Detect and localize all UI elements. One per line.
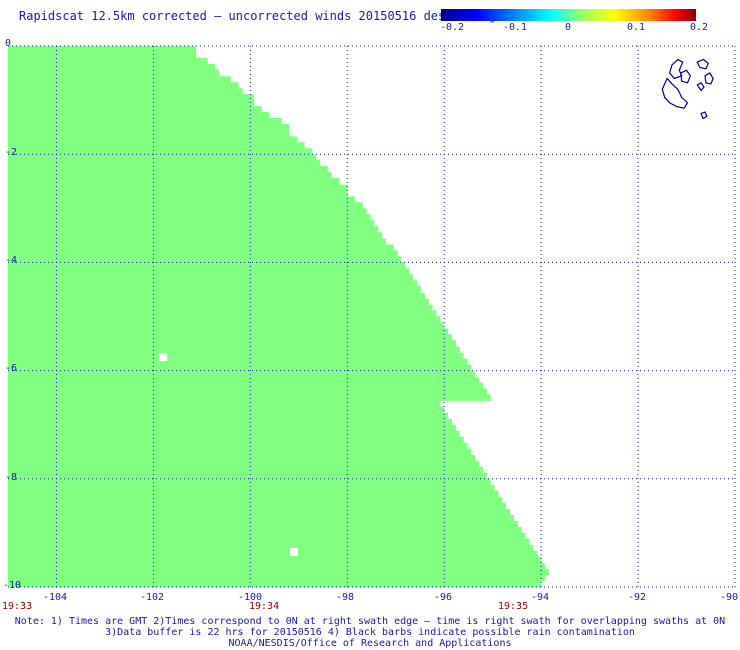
island-coastline bbox=[696, 82, 705, 92]
lon-tick-label: -104 bbox=[43, 592, 68, 603]
colorbar-label: -0.1 bbox=[503, 22, 528, 33]
lat-tick-label: -8 bbox=[5, 472, 18, 483]
lat-tick-label: 0 bbox=[5, 38, 12, 49]
lat-tick-label: -6 bbox=[5, 363, 18, 374]
time-label: 19:35 bbox=[498, 601, 529, 612]
lon-tick-label: -90 bbox=[720, 592, 739, 603]
lon-tick-label: -100 bbox=[238, 592, 263, 603]
map-title: Rapidscat 12.5km corrected — uncorrected… bbox=[19, 9, 496, 23]
lat-tick-label: -4 bbox=[5, 255, 18, 266]
colorbar-label: -0.2 bbox=[440, 22, 465, 33]
lon-tick-label: -98 bbox=[336, 592, 355, 603]
lon-tick-label: -92 bbox=[628, 592, 647, 603]
island-coastline bbox=[661, 77, 689, 109]
island-coastline bbox=[704, 72, 714, 85]
time-label: 19:33 bbox=[2, 601, 33, 612]
wind-swath bbox=[8, 46, 549, 587]
island-coastline bbox=[680, 69, 692, 84]
lon-tick-label: -102 bbox=[140, 592, 165, 603]
missing-cell bbox=[289, 547, 298, 556]
time-label: 19:34 bbox=[249, 601, 280, 612]
note-line-1: Note: 1) Times are GMT 2)Times correspon… bbox=[14, 616, 726, 627]
note-line-2: 3)Data buffer is 22 hrs for 20150516 4) … bbox=[105, 627, 635, 638]
lat-tick-label: -2 bbox=[5, 147, 18, 158]
lat-tick-label: -10 bbox=[3, 580, 22, 591]
island-coastline bbox=[700, 111, 708, 120]
note-line-3: NOAA/NESDIS/Office of Research and Appli… bbox=[228, 638, 512, 649]
lon-tick-label: -96 bbox=[434, 592, 453, 603]
island-coastline bbox=[696, 58, 710, 70]
missing-cell bbox=[159, 353, 168, 362]
colorbar bbox=[441, 9, 696, 21]
lon-tick-label: -94 bbox=[531, 592, 550, 603]
colorbar-label: 0 bbox=[565, 22, 572, 33]
colorbar-label: 0.1 bbox=[627, 22, 646, 33]
colorbar-label: 0.2 bbox=[690, 22, 709, 33]
